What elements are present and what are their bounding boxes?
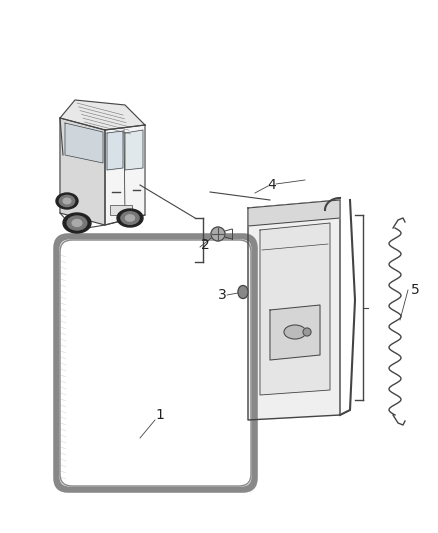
Text: 4: 4 [268,178,276,192]
Text: 5: 5 [411,283,419,297]
Polygon shape [105,125,145,225]
Text: 3: 3 [218,288,226,302]
Circle shape [211,227,225,241]
Ellipse shape [303,328,311,336]
Polygon shape [270,305,320,360]
Polygon shape [248,200,340,420]
Polygon shape [125,130,143,170]
Ellipse shape [121,212,139,224]
FancyBboxPatch shape [110,205,132,215]
Ellipse shape [67,216,87,230]
Polygon shape [65,123,103,163]
Ellipse shape [125,215,134,221]
Ellipse shape [63,198,71,204]
Ellipse shape [56,193,78,209]
Ellipse shape [238,286,248,298]
Ellipse shape [284,325,306,339]
Polygon shape [60,118,105,225]
Ellipse shape [59,196,75,207]
Text: 2: 2 [201,238,209,252]
Ellipse shape [72,220,82,227]
Polygon shape [260,223,330,395]
Polygon shape [107,131,123,170]
Ellipse shape [117,209,143,227]
Polygon shape [248,200,340,226]
Polygon shape [60,100,145,130]
Text: 1: 1 [155,408,164,422]
Ellipse shape [63,213,91,233]
